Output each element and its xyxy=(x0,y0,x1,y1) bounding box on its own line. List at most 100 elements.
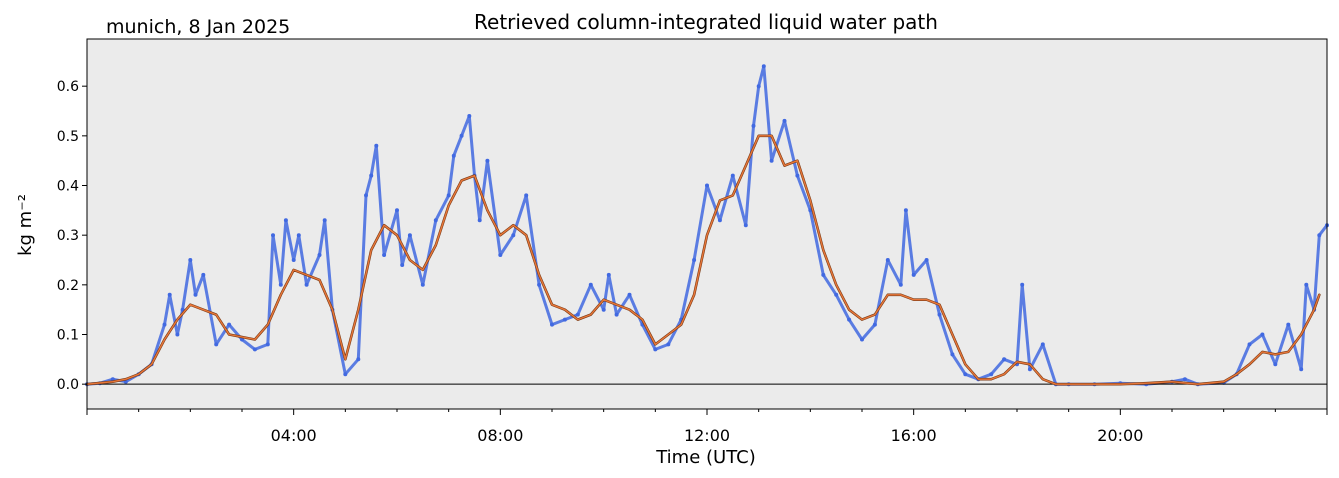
raw-data-point xyxy=(614,312,619,317)
raw-data-point xyxy=(1317,233,1322,238)
raw-data-point xyxy=(291,258,296,262)
raw-data-point xyxy=(821,272,826,277)
raw-data-point xyxy=(395,208,399,213)
raw-data-point xyxy=(201,272,206,277)
raw-data-point xyxy=(167,292,172,297)
raw-data-point xyxy=(374,143,379,148)
x-tick-label: 12:00 xyxy=(684,426,730,445)
y-tick-label: 0.6 xyxy=(57,79,79,95)
raw-data-point xyxy=(1027,367,1032,372)
y-axis: 0.0 0.1 0.2 0.3 0.4 0.5 0.6 xyxy=(57,79,87,393)
raw-data-point xyxy=(924,258,929,262)
raw-data-point xyxy=(511,233,516,238)
raw-data-point xyxy=(1304,282,1309,287)
y-tick-label: 0.0 xyxy=(57,377,79,393)
raw-data-point xyxy=(227,322,232,327)
raw-data-point xyxy=(601,307,606,312)
chart-subtitle: munich, 8 Jan 2025 xyxy=(106,16,290,38)
raw-data-point xyxy=(162,322,167,327)
raw-data-point xyxy=(317,253,322,257)
raw-data-point xyxy=(283,218,288,223)
raw-data-point xyxy=(485,158,490,163)
raw-data-point xyxy=(1299,367,1304,372)
x-tick-label: 16:00 xyxy=(891,426,937,445)
raw-data-point xyxy=(446,193,451,198)
raw-data-point xyxy=(271,233,275,238)
raw-data-point xyxy=(782,118,787,123)
raw-data-point xyxy=(1040,342,1045,347)
raw-data-point xyxy=(963,372,968,377)
raw-data-point xyxy=(903,208,908,213)
y-tick-label: 0.5 xyxy=(57,129,79,145)
raw-data-point xyxy=(252,347,257,352)
raw-data-point xyxy=(214,342,219,347)
raw-data-point xyxy=(705,183,709,188)
raw-data-point xyxy=(588,282,593,287)
raw-data-point xyxy=(989,372,994,377)
x-tick-label: 08:00 xyxy=(477,426,523,445)
smooth-series-path xyxy=(86,135,1320,385)
raw-data-point xyxy=(1273,362,1278,367)
raw-series-points xyxy=(85,64,1329,387)
raw-data-point xyxy=(175,332,180,337)
raw-data-point xyxy=(653,347,658,352)
raw-data-point xyxy=(369,173,374,178)
y-tick-label: 0.4 xyxy=(57,179,79,195)
raw-data-point xyxy=(1260,332,1265,337)
raw-data-point xyxy=(872,322,877,327)
raw-data-point xyxy=(761,64,766,69)
raw-data-point xyxy=(265,342,270,347)
raw-series-trace xyxy=(86,64,1329,386)
raw-data-point xyxy=(420,282,425,287)
raw-data-point xyxy=(477,218,482,223)
x-axis: 04:00 08:00 12:00 16:00 20:00 xyxy=(86,409,1328,445)
smooth-series-line xyxy=(85,134,1321,386)
raw-data-point xyxy=(356,357,361,362)
raw-data-point xyxy=(400,263,405,267)
raw-data-point xyxy=(537,282,542,287)
plot-background xyxy=(87,39,1327,409)
raw-data-point xyxy=(550,322,554,327)
raw-data-point xyxy=(407,233,412,238)
raw-data-point xyxy=(575,312,580,317)
raw-data-point xyxy=(459,133,464,138)
raw-data-point xyxy=(451,153,456,158)
raw-data-point xyxy=(730,173,735,178)
y-tick-label: 0.2 xyxy=(57,278,79,294)
raw-data-point xyxy=(666,342,671,347)
y-tick-label: 0.1 xyxy=(57,328,79,344)
raw-data-point xyxy=(1002,357,1007,362)
raw-data-point xyxy=(847,317,852,322)
raw-data-point xyxy=(1182,377,1187,382)
y-tick-label: 0.3 xyxy=(57,228,79,244)
raw-data-point xyxy=(769,158,774,163)
x-axis-label: Time (UTC) xyxy=(655,447,756,468)
raw-data-point xyxy=(1020,282,1025,287)
raw-data-point xyxy=(756,84,761,89)
raw-data-point xyxy=(278,282,283,287)
raw-data-point xyxy=(364,193,368,198)
raw-data-point xyxy=(382,253,387,257)
x-tick-label: 04:00 xyxy=(271,426,317,445)
x-tick-label: 20:00 xyxy=(1097,426,1143,445)
raw-data-point xyxy=(743,223,748,228)
raw-data-point xyxy=(524,193,529,198)
raw-data-point xyxy=(834,292,839,297)
raw-data-point xyxy=(296,233,301,238)
raw-data-point xyxy=(795,173,800,178)
raw-data-point xyxy=(911,272,916,277)
raw-data-point xyxy=(343,372,348,377)
chart-title: Retrieved column-integrated liquid water… xyxy=(474,10,938,34)
raw-data-point xyxy=(692,258,697,262)
raw-data-point xyxy=(1247,342,1252,347)
raw-data-point xyxy=(467,114,472,118)
raw-data-point xyxy=(1286,322,1291,327)
raw-data-point xyxy=(950,352,955,357)
raw-data-point xyxy=(885,258,890,262)
raw-data-point xyxy=(627,292,632,297)
raw-data-point xyxy=(433,218,438,223)
raw-data-point xyxy=(498,253,503,257)
raw-data-point xyxy=(751,123,756,128)
